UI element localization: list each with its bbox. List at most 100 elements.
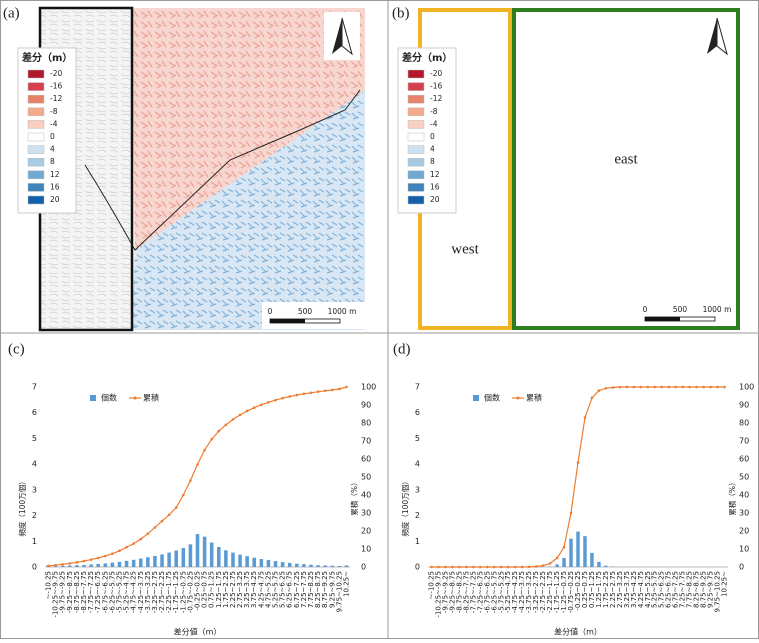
bar: [231, 553, 235, 567]
y2-tick-label: 90: [739, 401, 749, 410]
bar: [604, 566, 607, 567]
bar: [562, 558, 565, 567]
line-marker: [296, 394, 299, 397]
y2-tick-label: 30: [739, 509, 749, 518]
line-marker: [147, 532, 150, 535]
panel-label: (a): [3, 5, 20, 21]
bar: [125, 561, 129, 567]
legend-swatch: [473, 395, 479, 401]
legend-label: 累積: [143, 393, 159, 403]
line-marker: [577, 461, 580, 464]
bar: [132, 560, 136, 567]
y-tick-label: 5: [415, 434, 420, 443]
line-marker: [175, 506, 178, 509]
x-axis-label: 差分値（m）: [174, 627, 222, 637]
legend-label: -4: [50, 119, 58, 128]
bar: [302, 564, 306, 567]
bar: [590, 553, 593, 567]
bar: [267, 560, 271, 567]
y-tick-label: 0: [415, 563, 420, 572]
y2-tick-label: 40: [739, 491, 749, 500]
legend-label: 累積: [526, 393, 542, 403]
legend-label: 個数: [484, 393, 500, 403]
bar: [260, 559, 264, 567]
bar: [111, 563, 115, 567]
bar: [139, 559, 143, 567]
y2-tick-label: 80: [361, 419, 371, 428]
bar: [330, 566, 334, 567]
scale-label: 1000 m: [328, 307, 357, 316]
bar: [196, 534, 200, 567]
bar: [338, 566, 342, 567]
line-marker: [709, 386, 712, 389]
line-marker: [633, 386, 636, 389]
line-marker: [479, 566, 482, 569]
line-marker: [612, 386, 615, 389]
line-marker: [324, 389, 327, 392]
line-marker: [196, 463, 199, 466]
line-marker: [695, 386, 698, 389]
line-marker: [493, 566, 496, 569]
y-tick-label: 3: [415, 485, 420, 494]
legend-swatch: [28, 120, 44, 128]
line-marker: [97, 557, 100, 560]
panel-label: (c): [8, 341, 25, 357]
line-marker: [451, 566, 454, 569]
legend-box: [398, 48, 456, 213]
scale-label: 500: [298, 307, 313, 316]
legend-swatch: [28, 183, 44, 191]
legend-label: -12: [430, 94, 442, 103]
bar: [104, 563, 108, 567]
y-tick-label: 7: [415, 383, 420, 392]
region-label: east: [614, 151, 638, 167]
line-marker: [345, 386, 348, 389]
legend-label: 0: [50, 132, 55, 141]
legend-label: -20: [50, 69, 62, 78]
y2-tick-label: 30: [361, 509, 371, 518]
line-marker: [303, 393, 306, 396]
line-marker: [639, 386, 642, 389]
bar: [597, 562, 600, 567]
y-tick-label: 0: [32, 563, 37, 572]
line-marker: [189, 479, 192, 482]
legend-label: 12: [50, 170, 60, 179]
y2-tick-label: 40: [361, 491, 371, 500]
y2-tick-label: 10: [739, 545, 749, 554]
bar: [182, 548, 186, 567]
line-marker: [605, 387, 608, 390]
bar: [569, 539, 572, 567]
bar: [210, 543, 214, 567]
line-marker: [486, 566, 489, 569]
line-marker: [626, 386, 629, 389]
line-marker: [584, 416, 587, 419]
line-marker: [76, 561, 79, 564]
legend-swatch: [408, 196, 424, 204]
line-marker: [161, 520, 164, 523]
line-marker: [118, 550, 121, 553]
bar: [146, 557, 150, 567]
line-marker: [591, 397, 594, 400]
line-marker: [125, 546, 128, 549]
legend-label: 0: [430, 132, 435, 141]
scale-label: 1000 m: [703, 305, 732, 314]
y2-axis-label: 累積（%）: [349, 478, 359, 515]
legend-swatch: [28, 83, 44, 91]
panel-label: (b): [392, 5, 410, 21]
line-marker: [203, 449, 206, 452]
legend-swatch: [408, 120, 424, 128]
legend-label: 8: [430, 157, 435, 166]
line-marker: [232, 418, 235, 421]
legend-swatch: [408, 171, 424, 179]
line-marker: [310, 391, 313, 394]
line-marker: [570, 512, 573, 515]
legend-swatch: [28, 158, 44, 166]
bar: [203, 537, 207, 567]
bar: [217, 547, 221, 567]
legend-label: 16: [430, 182, 440, 191]
line-marker: [507, 566, 510, 569]
y2-tick-label: 70: [361, 437, 371, 446]
line-marker: [61, 563, 64, 566]
legend-label: 8: [50, 157, 55, 166]
y-tick-label: 5: [32, 434, 37, 443]
line-marker: [253, 406, 256, 409]
